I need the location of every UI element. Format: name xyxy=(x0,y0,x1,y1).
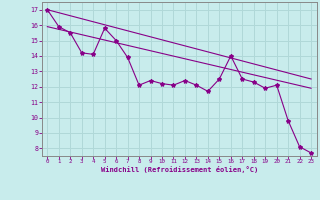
X-axis label: Windchill (Refroidissement éolien,°C): Windchill (Refroidissement éolien,°C) xyxy=(100,166,258,173)
